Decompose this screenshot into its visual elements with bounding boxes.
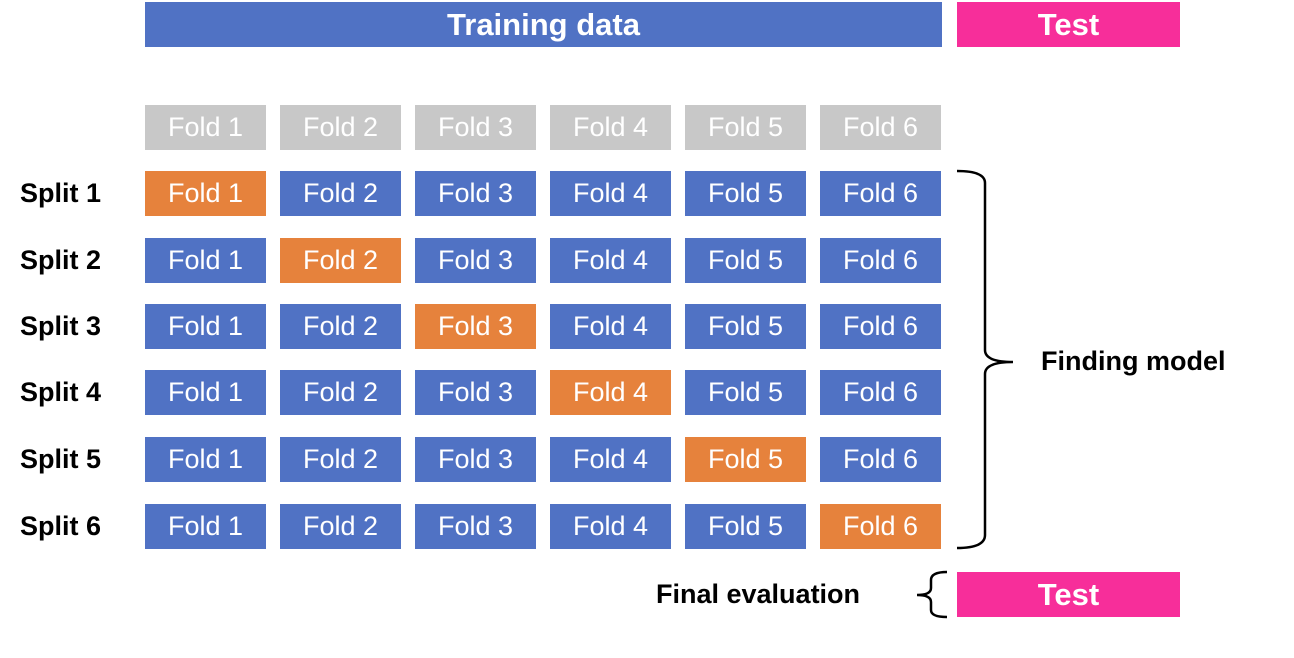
training-fold-split3-fold4: Fold 4 — [550, 304, 671, 349]
training-fold-split3-fold2: Fold 2 — [280, 304, 401, 349]
training-fold-split1-fold4: Fold 4 — [550, 171, 671, 216]
final-evaluation-label: Final evaluation — [656, 572, 860, 617]
header-fold-4: Fold 4 — [550, 105, 671, 150]
training-fold-split2-fold1: Fold 1 — [145, 238, 266, 283]
training-fold-split6-fold4: Fold 4 — [550, 504, 671, 549]
split-label-3: Split 3 — [20, 311, 102, 341]
finding-model-label: Finding model — [1041, 339, 1225, 384]
validation-fold-split1-fold1: Fold 1 — [145, 171, 266, 216]
training-fold-split4-fold6: Fold 6 — [820, 370, 941, 415]
training-fold-split2-fold6: Fold 6 — [820, 238, 941, 283]
training-data-label: Training data — [447, 6, 640, 42]
training-fold-split6-fold3: Fold 3 — [415, 504, 536, 549]
final-test-bar: Test — [957, 572, 1180, 617]
header-fold-5: Fold 5 — [685, 105, 806, 150]
training-fold-split3-fold6: Fold 6 — [820, 304, 941, 349]
training-fold-split1-fold5: Fold 5 — [685, 171, 806, 216]
training-fold-split4-fold5: Fold 5 — [685, 370, 806, 415]
header-fold-6: Fold 6 — [820, 105, 941, 150]
header-fold-1: Fold 1 — [145, 105, 266, 150]
training-data-bar: Training data — [145, 2, 942, 47]
validation-fold-split5-fold5: Fold 5 — [685, 437, 806, 482]
split-label-1: Split 1 — [20, 178, 102, 208]
header-fold-2: Fold 2 — [280, 105, 401, 150]
training-fold-split3-fold1: Fold 1 — [145, 304, 266, 349]
split-label-6: Split 6 — [20, 511, 102, 541]
validation-fold-split6-fold6: Fold 6 — [820, 504, 941, 549]
training-fold-split6-fold1: Fold 1 — [145, 504, 266, 549]
header-fold-3: Fold 3 — [415, 105, 536, 150]
training-fold-split5-fold1: Fold 1 — [145, 437, 266, 482]
test-bar-label: Test — [1037, 6, 1100, 42]
split-label-5: Split 5 — [20, 444, 102, 474]
training-fold-split2-fold3: Fold 3 — [415, 238, 536, 283]
final-evaluation-text: Final evaluation — [656, 579, 861, 609]
training-fold-split6-fold2: Fold 2 — [280, 504, 401, 549]
validation-fold-split3-fold3: Fold 3 — [415, 304, 536, 349]
training-fold-split1-fold6: Fold 6 — [820, 171, 941, 216]
validation-fold-split2-fold2: Fold 2 — [280, 238, 401, 283]
training-fold-split4-fold2: Fold 2 — [280, 370, 401, 415]
training-fold-split4-fold1: Fold 1 — [145, 370, 266, 415]
finding-model-text: Finding model — [1041, 346, 1226, 376]
training-fold-split1-fold2: Fold 2 — [280, 171, 401, 216]
training-fold-split4-fold3: Fold 3 — [415, 370, 536, 415]
training-fold-split5-fold2: Fold 2 — [280, 437, 401, 482]
training-fold-split1-fold3: Fold 3 — [415, 171, 536, 216]
training-fold-split5-fold3: Fold 3 — [415, 437, 536, 482]
training-fold-split3-fold5: Fold 5 — [685, 304, 806, 349]
training-fold-split5-fold6: Fold 6 — [820, 437, 941, 482]
training-fold-split6-fold5: Fold 5 — [685, 504, 806, 549]
training-fold-split2-fold5: Fold 5 — [685, 238, 806, 283]
split-label-4: Split 4 — [20, 377, 102, 407]
split-label-2: Split 2 — [20, 245, 102, 275]
final-test-label: Test — [1037, 576, 1100, 612]
training-fold-split2-fold4: Fold 4 — [550, 238, 671, 283]
validation-fold-split4-fold4: Fold 4 — [550, 370, 671, 415]
test-bar: Test — [957, 2, 1180, 47]
training-fold-split5-fold4: Fold 4 — [550, 437, 671, 482]
